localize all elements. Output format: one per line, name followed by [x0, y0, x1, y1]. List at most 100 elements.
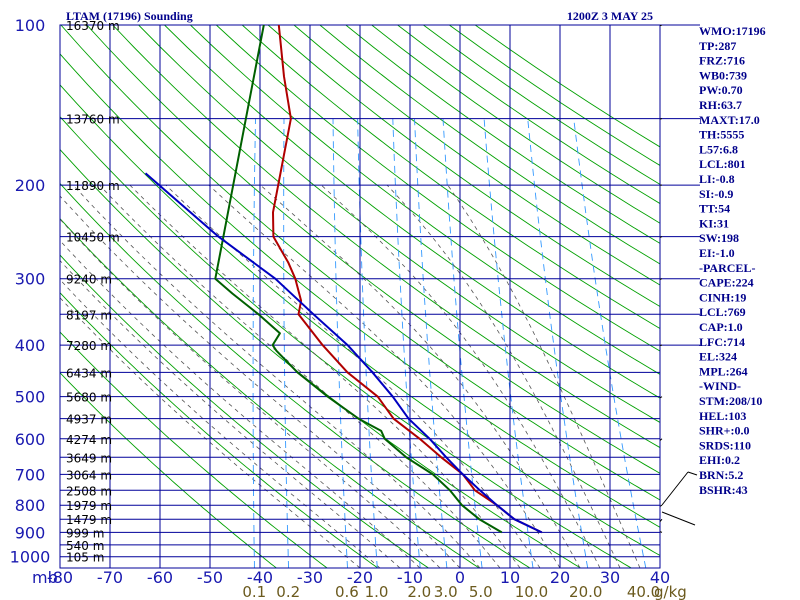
mixing-ratio-label: 2.0 — [407, 583, 431, 600]
mixing-ratio-label: 40.0 — [627, 583, 660, 600]
plot-frame — [59, 24, 661, 569]
stat-line: SRDS:110 — [699, 438, 751, 452]
stat-line: -WIND- — [699, 379, 741, 393]
wind-barb — [660, 184, 662, 186]
moist-adiabat-line — [60, 297, 361, 568]
mixing-ratio-unit-label: g/kg — [654, 583, 687, 600]
parcel-profile — [144, 172, 543, 534]
mixing-ratio-label: 0.1 — [242, 583, 266, 600]
pressure-tick-label: 400 — [15, 336, 46, 355]
hodograph-pointer — [661, 471, 698, 526]
stat-line: BRN:5.2 — [699, 468, 743, 482]
moist-adiabat-line — [60, 259, 401, 568]
stat-line: HEL:103 — [699, 409, 746, 423]
hodograph-leader — [661, 471, 689, 506]
grid-lines — [59, 24, 700, 569]
height-label: 11890 m — [66, 179, 120, 193]
height-label: 999 m — [66, 526, 104, 540]
mixing-ratio-label: 20.0 — [569, 583, 602, 600]
pressure-tick-label: 900 — [15, 523, 46, 542]
dry-adiabat-line — [60, 148, 581, 568]
moist-adiabat-line — [321, 184, 601, 568]
moist-adiabat-line — [165, 184, 541, 568]
stat-line: EL:324 — [699, 350, 737, 364]
mixing-ratio-label: 1.0 — [365, 583, 389, 600]
stat-line: TT:54 — [699, 202, 730, 216]
moist-adiabat-line — [208, 184, 561, 568]
stat-line: EI:-1.0 — [699, 246, 735, 260]
height-label: 105 m — [66, 551, 104, 565]
dry-adiabat-line — [60, 53, 660, 528]
moist-adiabat-line — [99, 184, 501, 568]
mixing-ratio-label: 3.0 — [434, 583, 458, 600]
dry-adiabat-line — [60, 116, 632, 568]
stat-line: SHR+:0.0 — [699, 424, 750, 438]
stat-line: FRZ:716 — [699, 54, 745, 68]
temperature-tick-label: 10 — [500, 568, 520, 587]
dry-adiabat-line — [138, 25, 660, 423]
mixing-ratio-label: 10.0 — [515, 583, 548, 600]
stat-line: TP:287 — [699, 39, 736, 53]
temperature-tick-label: -30 — [297, 568, 323, 587]
mixing-ratio-label: 5.0 — [469, 583, 493, 600]
height-label: 13760 m — [66, 113, 120, 127]
moist-adiabat-line — [447, 184, 641, 568]
stat-line: EHI:0.2 — [699, 453, 740, 467]
height-label: 16370 m — [66, 19, 120, 33]
moist-adiabats — [60, 184, 641, 568]
height-label: 4274 m — [66, 433, 112, 447]
dry-adiabat-line — [319, 25, 660, 265]
hodograph-leader — [687, 471, 698, 476]
pressure-tick-label: 500 — [15, 388, 46, 407]
stat-line: LCL:769 — [699, 305, 746, 319]
stat-line: -PARCEL- — [699, 261, 755, 275]
height-label: 1479 m — [66, 513, 112, 527]
wind-barb — [660, 118, 663, 120]
wind-barb — [660, 25, 663, 27]
height-label: 7280 m — [66, 339, 112, 353]
stat-line: WB0:739 — [699, 68, 747, 82]
height-label: 3064 m — [66, 468, 112, 482]
dry-adiabat-line — [267, 25, 660, 307]
mixing-ratio-line — [252, 118, 256, 568]
wind-barb — [660, 438, 663, 442]
height-label: 10450 m — [66, 231, 120, 245]
temperature-tick-label: -50 — [197, 568, 223, 587]
dry-adiabat-line — [60, 25, 660, 501]
temperature-tick-label: -10 — [397, 568, 423, 587]
height-label: 4937 m — [66, 413, 112, 427]
moist-adiabat-line — [60, 195, 461, 568]
pressure-tick-label: 1000 — [10, 548, 51, 567]
dry-adiabat-line — [215, 25, 660, 352]
moist-adiabat-line — [129, 184, 521, 568]
stat-line: STM:208/10 — [699, 394, 762, 408]
dry-adiabat-line — [293, 25, 660, 286]
temperature-tick-label: -70 — [97, 568, 123, 587]
dry-adiabat-line — [60, 331, 328, 568]
stat-line: LFC:714 — [699, 335, 745, 349]
stat-line: L57:6.8 — [699, 142, 738, 156]
pressure-tick-label: 200 — [15, 176, 46, 195]
mixing-ratio-line — [442, 118, 483, 568]
temperature-tick-label: -60 — [147, 568, 173, 587]
temperature-profile — [272, 25, 543, 534]
temperature-tick-label: 40 — [650, 568, 670, 587]
dry-adiabat-line — [86, 25, 660, 474]
sounding-profiles — [144, 25, 543, 534]
stat-line: CINH:19 — [699, 290, 746, 304]
dry-adiabat-line — [164, 25, 660, 399]
temperature-tick-label: 30 — [600, 568, 620, 587]
dewpoint-profile — [214, 25, 503, 534]
chart-time: 1200Z 3 MAY 25 — [567, 9, 653, 23]
mixing-ratio-lines — [252, 118, 647, 568]
moist-adiabat-line — [260, 184, 581, 568]
moist-adiabat-line — [60, 240, 421, 568]
hodograph-leader — [661, 511, 696, 526]
pressure-tick-label: 100 — [15, 16, 46, 35]
pressure-tick-label: 600 — [15, 430, 46, 449]
pressure-tick-label: 300 — [15, 270, 46, 289]
stats-panel: WMO:17196TP:287FRZ:716WB0:739PW:0.70RH:6… — [699, 24, 766, 497]
moist-adiabat-line — [72, 184, 481, 568]
